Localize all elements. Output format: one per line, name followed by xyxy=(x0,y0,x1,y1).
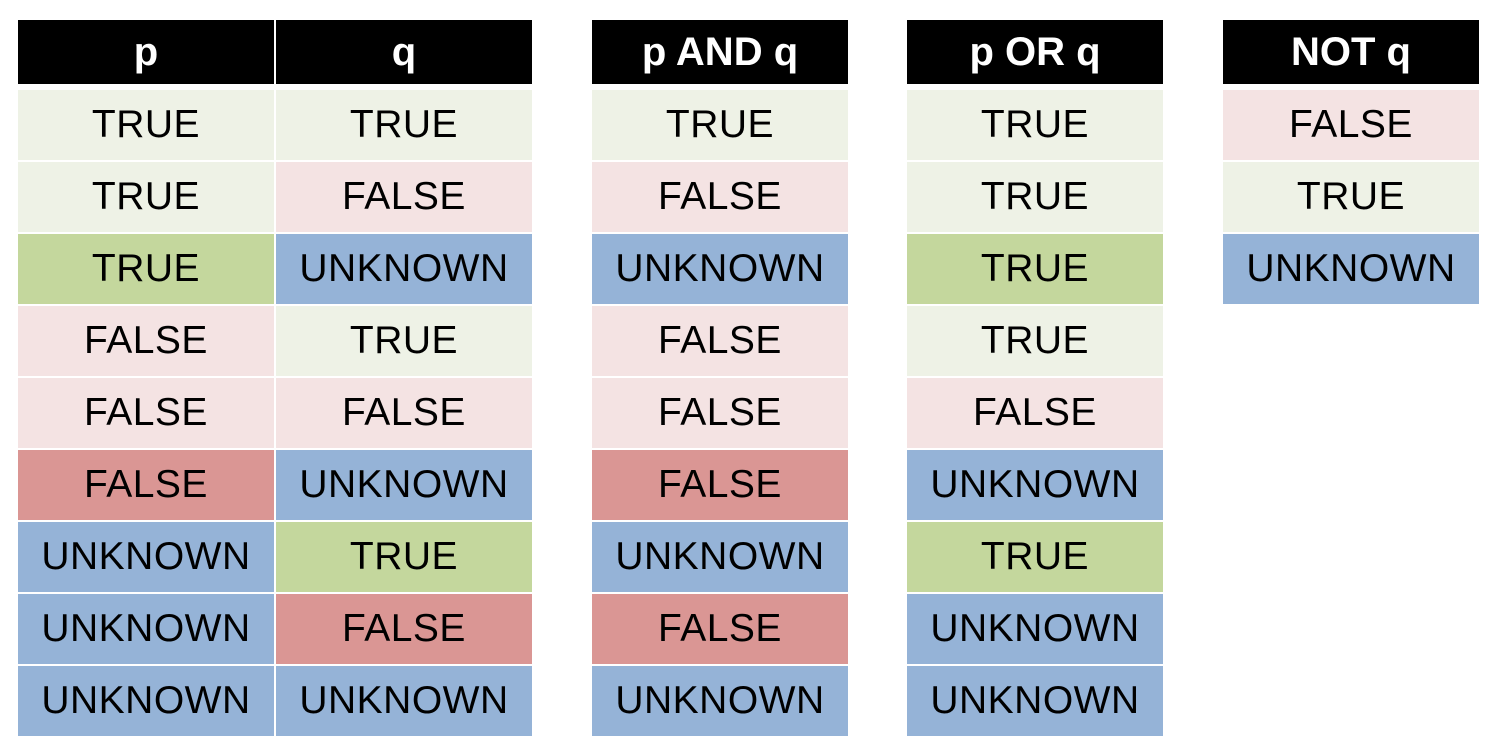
cell-and-row-6: FALSE xyxy=(592,450,848,520)
cell-p-row-9: UNKNOWN xyxy=(18,666,274,736)
cell-and-row-4: FALSE xyxy=(592,306,848,376)
cell-or-row-9: UNKNOWN xyxy=(907,666,1163,736)
cell-or-row-8: UNKNOWN xyxy=(907,594,1163,664)
cell-q-row-8: FALSE xyxy=(276,594,532,664)
header-not: NOT q xyxy=(1223,20,1479,84)
and-table: p AND q TRUE FALSE UNKNOWN FALSE FALSE F… xyxy=(592,20,848,736)
header-or: p OR q xyxy=(907,20,1163,84)
cell-and-row-3: UNKNOWN xyxy=(592,234,848,304)
cell-or-row-2: TRUE xyxy=(907,162,1163,232)
cell-or-row-4: TRUE xyxy=(907,306,1163,376)
cell-p-row-1: TRUE xyxy=(18,90,274,160)
cell-and-row-9: UNKNOWN xyxy=(592,666,848,736)
cell-and-row-5: FALSE xyxy=(592,378,848,448)
cell-not-row-2: TRUE xyxy=(1223,162,1479,232)
cell-q-row-1: TRUE xyxy=(276,90,532,160)
header-and: p AND q xyxy=(592,20,848,84)
cell-and-row-1: TRUE xyxy=(592,90,848,160)
cell-p-row-8: UNKNOWN xyxy=(18,594,274,664)
cell-or-row-6: UNKNOWN xyxy=(907,450,1163,520)
cell-p-row-5: FALSE xyxy=(18,378,274,448)
cell-not-row-3: UNKNOWN xyxy=(1223,234,1479,304)
cell-p-row-4: FALSE xyxy=(18,306,274,376)
cell-q-row-6: UNKNOWN xyxy=(276,450,532,520)
header-q: q xyxy=(276,20,532,84)
cell-p-row-3: TRUE xyxy=(18,234,274,304)
not-table: NOT q FALSE TRUE UNKNOWN xyxy=(1223,20,1479,304)
cell-or-row-1: TRUE xyxy=(907,90,1163,160)
cell-q-row-9: UNKNOWN xyxy=(276,666,532,736)
cell-and-row-7: UNKNOWN xyxy=(592,522,848,592)
cell-or-row-3: TRUE xyxy=(907,234,1163,304)
cell-p-row-6: FALSE xyxy=(18,450,274,520)
cell-or-row-5: FALSE xyxy=(907,378,1163,448)
cell-q-row-3: UNKNOWN xyxy=(276,234,532,304)
cell-and-row-2: FALSE xyxy=(592,162,848,232)
cell-q-row-4: TRUE xyxy=(276,306,532,376)
cell-or-row-7: TRUE xyxy=(907,522,1163,592)
cell-q-row-2: FALSE xyxy=(276,162,532,232)
input-table: p q TRUE TRUE TRUE FALSE TRUE UNKNOWN FA… xyxy=(18,20,532,736)
cell-q-row-7: TRUE xyxy=(276,522,532,592)
cell-not-row-1: FALSE xyxy=(1223,90,1479,160)
cell-p-row-7: UNKNOWN xyxy=(18,522,274,592)
header-p: p xyxy=(18,20,274,84)
cell-p-row-2: TRUE xyxy=(18,162,274,232)
cell-q-row-5: FALSE xyxy=(276,378,532,448)
cell-and-row-8: FALSE xyxy=(592,594,848,664)
or-table: p OR q TRUE TRUE TRUE TRUE FALSE UNKNOWN… xyxy=(907,20,1163,736)
